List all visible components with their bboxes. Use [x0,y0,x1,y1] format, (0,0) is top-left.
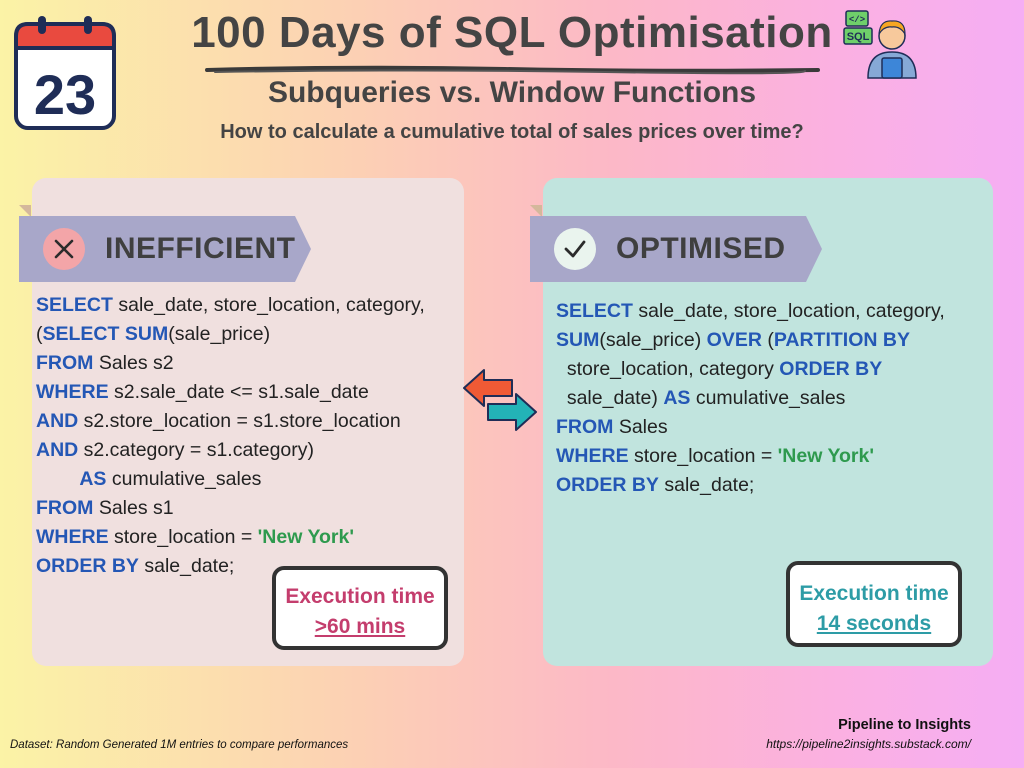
calendar-day: 23 [34,63,96,126]
sql-keyword: PARTITION BY [773,329,910,351]
code-line: WHERE store_location = 'New York' [556,442,945,471]
sql-keyword: AND [36,439,79,461]
sql-badge: SQL [847,31,870,43]
sql-text [36,468,79,490]
sql-keyword: ORDER BY [779,358,883,380]
sql-text: sale_date, store_location, category, [632,300,945,322]
optimised-sql-code: SELECT sale_date, store_location, catego… [556,297,945,500]
sql-keyword: AS [79,468,107,490]
page-title: 100 Days of SQL Optimisation [191,8,833,57]
execution-label: Execution time [799,582,949,605]
sql-string: 'New York' [257,526,354,548]
optimised-execution-box: Execution time 14 seconds [786,561,962,647]
code-line: AND s2.category = s1.category) [36,436,425,465]
inefficient-execution-box: Execution time >60 mins [272,566,448,650]
code-line: sale_date) AS cumulative_sales [556,384,945,413]
sql-text: (sale_price) [599,329,707,351]
sql-keyword: ORDER BY [556,474,659,496]
code-line: store_location, category ORDER BY [556,355,945,384]
sql-text: store_location = [628,445,778,467]
code-line: FROM Sales s2 [36,349,425,378]
check-mark-icon [554,228,596,270]
sql-keyword: SELECT [42,323,120,345]
sql-keyword: FROM [36,497,94,519]
developer-icon: </> SQL [843,10,917,79]
execution-value: 14 seconds [816,612,932,635]
sql-keyword: SELECT [556,300,633,322]
page-question: How to calculate a cumulative total of s… [220,121,804,143]
code-line: AS cumulative_sales [36,465,425,494]
page-subtitle: Subqueries vs. Window Functions [267,76,757,109]
sql-keyword: FROM [36,352,94,374]
execution-label: Execution time [285,585,435,608]
sql-text: Sales s1 [93,497,174,519]
inefficient-sql-code: SELECT sale_date, store_location, catego… [36,291,425,581]
sql-text: Sales s2 [93,352,174,374]
sql-text: sale_date) [556,387,664,409]
sql-text: ( [36,323,43,345]
sql-keyword: WHERE [556,445,629,467]
execution-value: >60 mins [314,615,406,638]
x-mark-icon [43,228,85,270]
sql-text: s2.sale_date <= s1.sale_date [108,381,369,403]
sql-text: sale_date; [138,555,235,577]
sql-keyword: WHERE [36,526,109,548]
sql-text: (sale_price) [168,323,271,345]
swap-arrows-icon [463,369,537,431]
sql-keyword: SUM [556,329,600,351]
code-line: ORDER BY sale_date; [36,552,425,581]
code-line: WHERE s2.sale_date <= s1.sale_date [36,378,425,407]
optimised-banner: OPTIMISED [530,216,822,282]
sql-keyword: ORDER BY [36,555,139,577]
sql-text: s2.store_location = s1.store_location [78,410,401,432]
sql-keyword: FROM [556,416,614,438]
code-line: ORDER BY sale_date; [556,471,945,500]
code-line: SELECT sale_date, store_location, catego… [36,291,425,320]
code-line: (SELECT SUM(sale_price) [36,320,425,349]
sql-keyword: AND [36,410,79,432]
brand-url[interactable]: https://pipeline2insights.substack.com/ [766,737,971,751]
optimised-label: OPTIMISED [616,232,786,265]
sql-keyword: OVER [706,329,762,351]
sql-keyword: SUM [124,323,169,345]
banner-fold [530,205,542,217]
code-badge: </> [849,15,865,25]
sql-text: sale_date; [658,474,755,496]
brand-name: Pipeline to Insights [838,717,971,733]
sql-text: store_location, category [556,358,780,380]
dataset-note: Dataset: Random Generated 1M entries to … [10,739,349,751]
brush-underline [205,65,820,75]
inefficient-banner: INEFFICIENT [19,216,311,282]
code-line: AND s2.store_location = s1.store_locatio… [36,407,425,436]
calendar-icon: 23 [14,16,116,130]
sql-text: store_location = [108,526,258,548]
sql-keyword: SELECT [36,294,113,316]
sql-text: ( [761,329,774,351]
sql-text: s2.category = s1.category) [78,439,314,461]
sql-text: Sales [613,416,668,438]
sql-text: sale_date, store_location, category, [112,294,425,316]
sql-string: 'New York' [777,445,874,467]
code-line: SELECT sale_date, store_location, catego… [556,297,945,326]
sql-keyword: WHERE [36,381,109,403]
code-line: WHERE store_location = 'New York' [36,523,425,552]
code-line: SUM(sale_price) OVER (PARTITION BY [556,326,945,355]
code-line: FROM Sales [556,413,945,442]
banner-fold [19,205,31,217]
inefficient-label: INEFFICIENT [105,232,296,265]
sql-text: cumulative_sales [690,387,846,409]
sql-text: cumulative_sales [106,468,262,490]
sql-keyword: AS [663,387,691,409]
code-line: FROM Sales s1 [36,494,425,523]
